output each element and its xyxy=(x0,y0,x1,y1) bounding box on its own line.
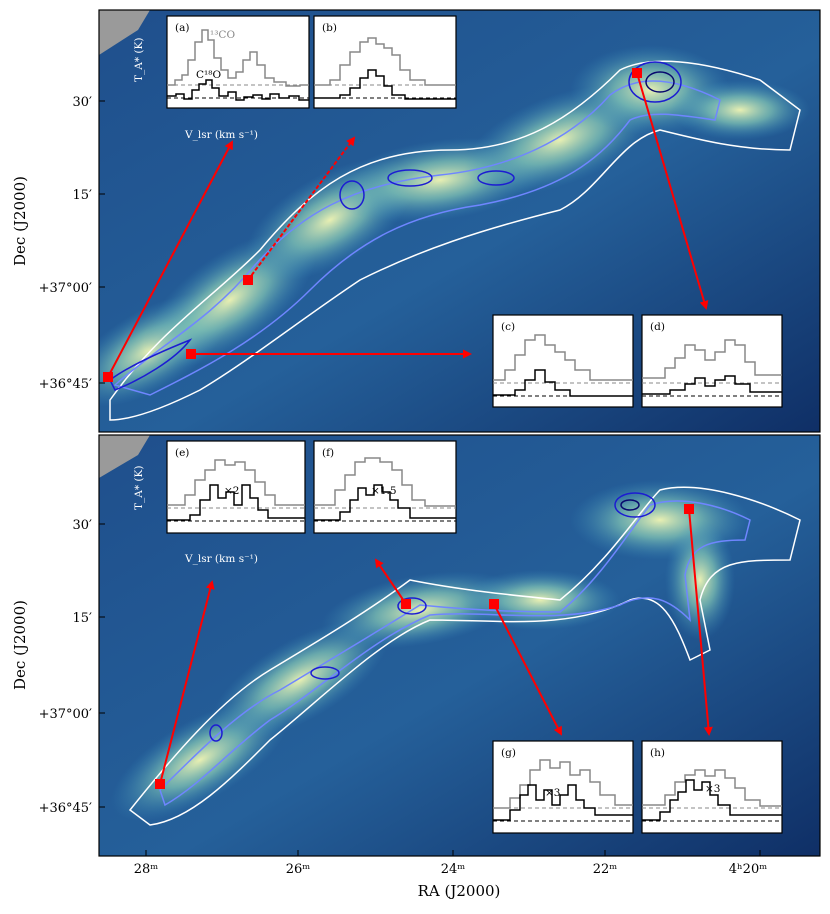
arrow-to-inset-e xyxy=(159,580,215,785)
top-dec-axis: 30′ 15′ +37°00′ +36°45′ Dec (J2000) xyxy=(11,95,92,392)
inset-g: (g) ×3 xyxy=(492,740,634,834)
contour-white-top xyxy=(109,60,801,421)
contour-blue-top-e xyxy=(628,61,682,103)
arrow-to-inset-d xyxy=(636,72,709,310)
contour-white-bottom xyxy=(128,486,801,826)
inset-a-ylabel: T_A* (K) xyxy=(133,38,145,82)
inset-d: (d) xyxy=(641,314,783,408)
bottom-ra-axis: 28ᵐ 26ᵐ 24ᵐ 22ᵐ 4ʰ20ᵐ RA (J2000) xyxy=(134,862,767,900)
contour-blue-bottom-a xyxy=(209,724,223,742)
bottom-dec-tick-15: 15′ xyxy=(73,611,93,626)
contour-light-blue-top xyxy=(113,80,721,396)
contour-dark-bottom xyxy=(620,499,640,511)
contour-blue-top-b xyxy=(339,180,365,210)
contour-blue-bottom-b xyxy=(310,666,340,680)
arrow-to-inset-b xyxy=(247,136,356,281)
top-dec-tick-3645: +36°45′ xyxy=(39,377,92,392)
inset-a: (a) ¹³CO C¹⁸O T_A* (K) V_lsr (km s⁻¹) xyxy=(133,15,310,141)
inset-h-multiplier: ×3 xyxy=(705,783,720,795)
inset-a-13co-label: ¹³CO xyxy=(210,29,235,41)
inset-a-xlabel: V_lsr (km s⁻¹) xyxy=(184,129,258,141)
inset-h-label: (h) xyxy=(650,747,665,759)
top-dec-tick-3700: +37°00′ xyxy=(39,281,92,296)
arrow-to-inset-h xyxy=(688,508,713,736)
top-ylabel: Dec (J2000) xyxy=(11,176,29,266)
inset-f-label: (f) xyxy=(322,447,334,459)
arrow-to-inset-a xyxy=(107,140,233,378)
inset-b-label: (b) xyxy=(322,22,337,34)
bottom-map-panel: (e) ×2 T_A* (K) V_lsr (km s⁻¹) (f) ×1.5 … xyxy=(99,435,820,856)
inset-c: (c) xyxy=(492,314,634,408)
inset-g-multiplier: ×3 xyxy=(545,787,560,799)
ra-tick-28: 28ᵐ xyxy=(134,862,159,877)
tick-marks xyxy=(99,100,761,856)
ra-tick-26: 26ᵐ xyxy=(286,862,311,877)
inset-e-xlabel: V_lsr (km s⁻¹) xyxy=(184,553,258,565)
bottom-dec-tick-3645: +36°45′ xyxy=(39,801,92,816)
inset-g-label: (g) xyxy=(501,747,516,759)
bottom-xlabel: RA (J2000) xyxy=(418,882,501,900)
bottom-ylabel: Dec (J2000) xyxy=(11,600,29,690)
inset-e-multiplier: ×2 xyxy=(224,485,239,497)
inset-d-label: (d) xyxy=(650,321,665,333)
inset-e-ylabel: T_A* (K) xyxy=(133,466,145,510)
inset-e: (e) ×2 T_A* (K) V_lsr (km s⁻¹) xyxy=(133,440,306,565)
top-map-panel: (a) ¹³CO C¹⁸O T_A* (K) V_lsr (km s⁻¹) (b… xyxy=(99,10,820,432)
inset-f-multiplier: ×1.5 xyxy=(371,485,397,497)
inset-e-label: (e) xyxy=(175,447,189,459)
arrow-to-inset-f xyxy=(374,558,407,605)
bottom-dec-tick-3700: +37°00′ xyxy=(39,707,92,722)
top-panel-frame xyxy=(98,9,821,433)
top-dec-tick-30: 30′ xyxy=(73,95,93,110)
contour-blue-bottom-c xyxy=(397,597,427,615)
inset-a-label: (a) xyxy=(175,22,189,34)
contour-dark-top xyxy=(645,71,675,93)
inset-b: (b) xyxy=(313,15,457,109)
ra-tick-20: 4ʰ20ᵐ xyxy=(729,862,767,877)
contour-blue-top-d xyxy=(477,170,515,186)
contour-blue-top-a xyxy=(109,338,193,391)
inset-f: (f) ×1.5 xyxy=(313,440,457,534)
contour-light-blue-bottom xyxy=(159,500,751,807)
bottom-dec-axis: 30′ 15′ +37°00′ +36°45′ Dec (J2000) xyxy=(11,518,92,816)
ra-tick-24: 24ᵐ xyxy=(441,862,466,877)
arrow-to-inset-g xyxy=(493,603,562,736)
inset-c-label: (c) xyxy=(501,321,515,333)
inset-a-c18o-label: C¹⁸O xyxy=(196,69,221,81)
contour-blue-bottom-d xyxy=(614,492,656,518)
top-dec-tick-15: 15′ xyxy=(73,188,93,203)
contour-blue-top-c xyxy=(387,169,433,187)
inset-h: (h) ×3 xyxy=(641,740,783,834)
bottom-panel-frame xyxy=(98,434,821,857)
ra-tick-22: 22ᵐ xyxy=(593,862,618,877)
bottom-dec-tick-30: 30′ xyxy=(73,518,93,533)
